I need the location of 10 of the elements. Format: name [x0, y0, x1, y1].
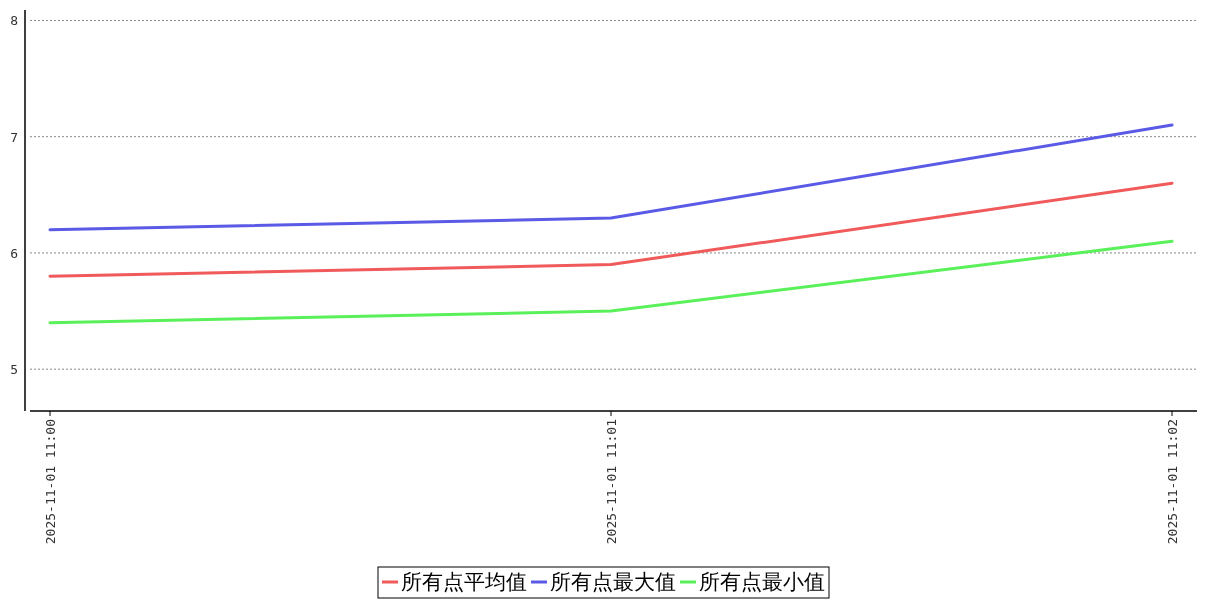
legend-label: 所有点平均值: [401, 570, 527, 594]
legend-label: 所有点最大值: [550, 570, 676, 594]
y-tick-label: 8: [10, 13, 18, 29]
y-tick-label: 5: [10, 362, 18, 378]
legend-label: 所有点最小值: [699, 570, 825, 594]
x-tick-label: 2025-11-01 11:00: [43, 419, 58, 545]
x-tick-label: 2025-11-01 11:01: [604, 419, 619, 545]
y-tick-label: 6: [10, 245, 18, 261]
x-tick-label: 2025-11-01 11:02: [1165, 419, 1180, 545]
y-tick-label: 7: [10, 129, 18, 145]
